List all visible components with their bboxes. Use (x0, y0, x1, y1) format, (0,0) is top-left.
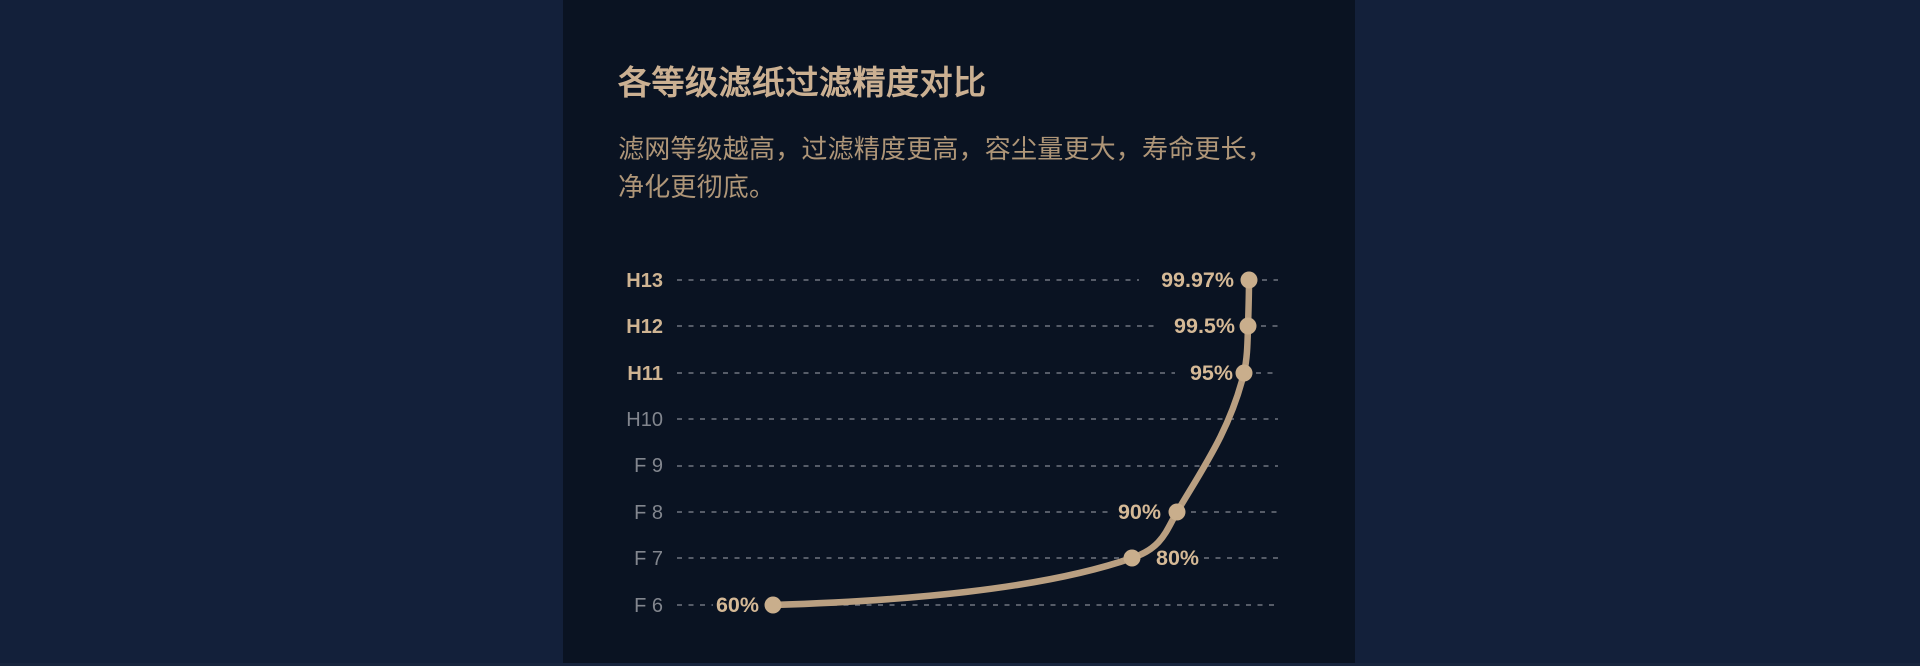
dot-f6 (764, 596, 782, 614)
content-panel (563, 0, 1355, 666)
value-label-f6: 60% (716, 593, 759, 617)
dot-f7 (1123, 549, 1141, 567)
value-label-h12: 99.5% (1174, 314, 1235, 338)
dot-h11 (1235, 364, 1253, 382)
section-subtitle-line1: 滤网等级越高，过滤精度更高，容尘量更大，寿命更长， (618, 135, 1274, 165)
next-section-edge (0, 663, 1920, 666)
row-label-f9: F 9 (634, 455, 663, 477)
row-label-h11: H11 (627, 363, 663, 385)
row-label-h12: H12 (626, 316, 663, 338)
row-label-f7: F 7 (634, 548, 663, 570)
row-label-h10: H10 (626, 409, 663, 431)
section-subtitle: 滤网等级越高，过滤精度更高，容尘量更大，寿命更长， 净化更彻底。 (618, 131, 1273, 207)
row-label-f8: F 8 (634, 502, 663, 524)
chart-gridlines (677, 279, 1278, 606)
chart-row-labels: H13 H12 H11 H10 F 9 F 8 F 7 F 6 (626, 270, 663, 617)
dot-f8 (1168, 503, 1186, 521)
dot-h13 (1240, 271, 1258, 289)
value-label-f7: 80% (1156, 546, 1199, 570)
chart-data-dots (764, 271, 1258, 614)
value-label-h11: 95% (1190, 361, 1233, 385)
row-label-h13: H13 (626, 270, 663, 292)
value-label-h13: 99.97% (1161, 268, 1234, 292)
dot-h12 (1239, 317, 1257, 335)
section-subtitle-line2: 净化更彻底。 (618, 173, 776, 203)
row-label-f6: F 6 (634, 595, 663, 617)
chart-value-labels: 99.97% 99.5% 95% 90% 80% 60% (716, 268, 1235, 617)
value-label-f8: 90% (1118, 500, 1161, 524)
section-title: 各等级滤纸过滤精度对比 (618, 63, 987, 102)
